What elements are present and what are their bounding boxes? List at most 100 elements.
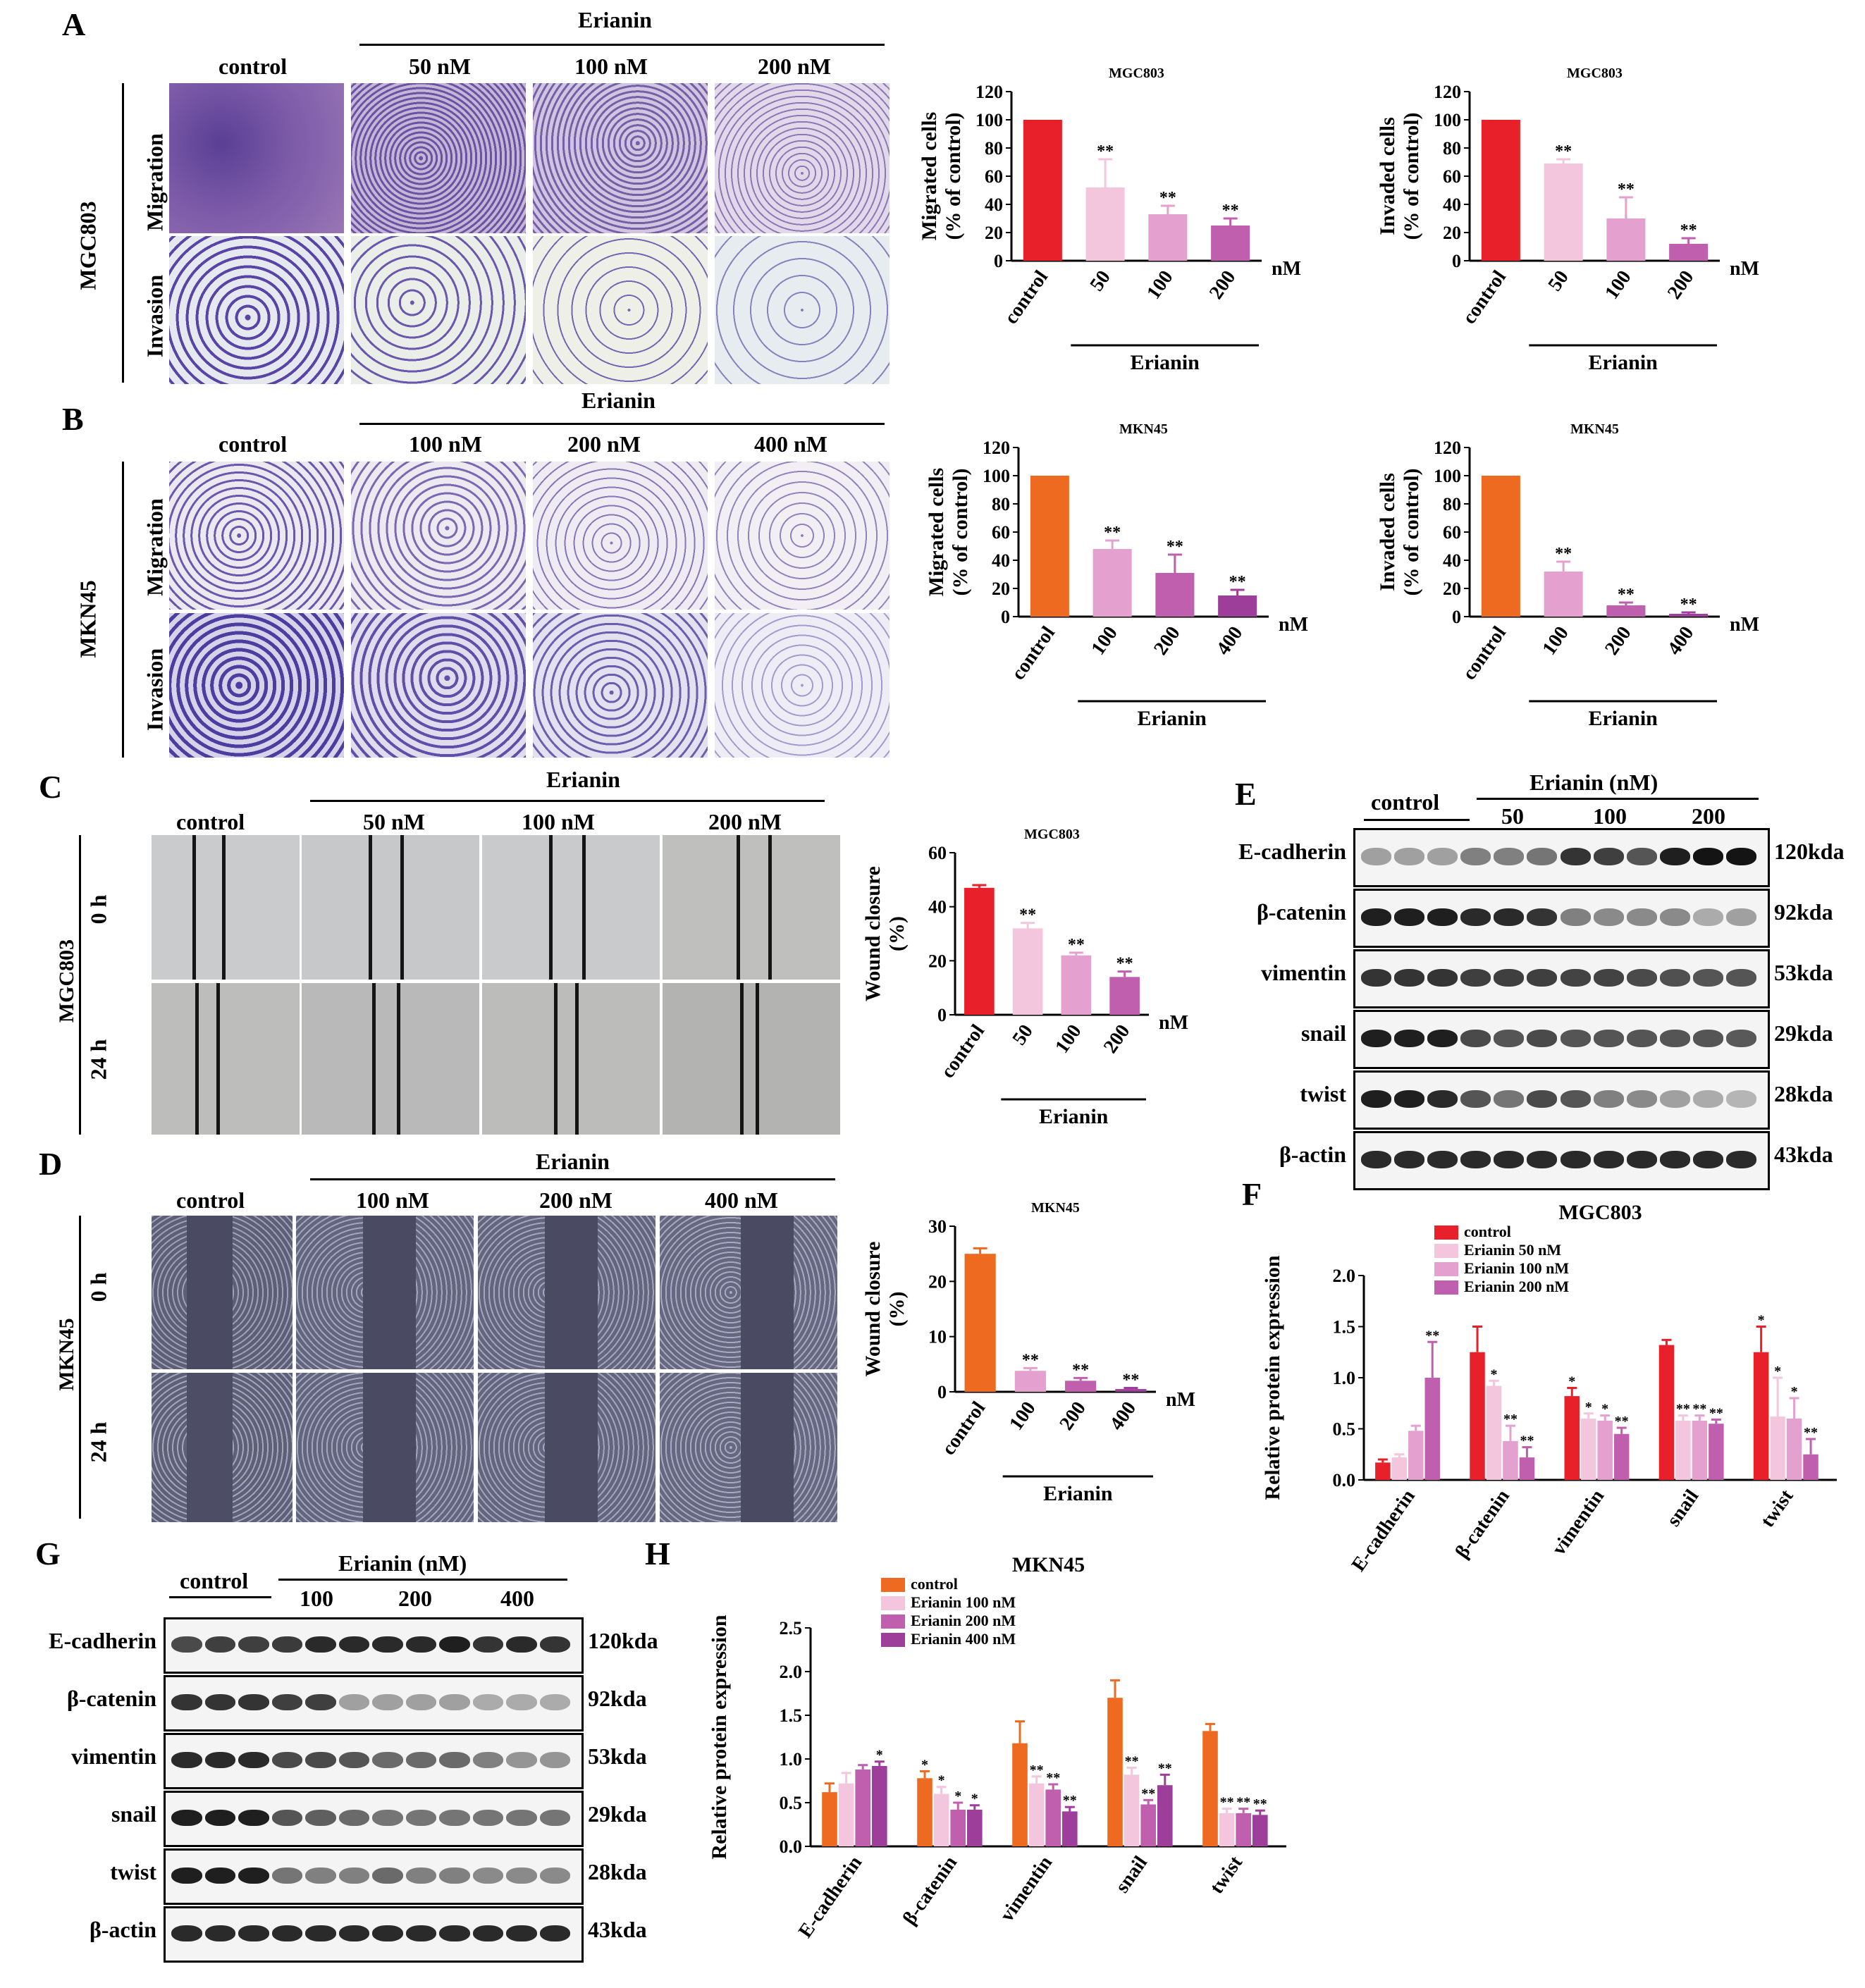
y-tick-label: 0.5 [780, 1793, 803, 1813]
x-tick-label: 200 [1150, 622, 1184, 659]
bar [1786, 1419, 1802, 1480]
blot-band [405, 1751, 436, 1769]
y-tick-label: 120 [975, 82, 1003, 102]
bar [1503, 1440, 1518, 1480]
y-tick-label: 120 [1434, 438, 1461, 458]
bar [1580, 1419, 1596, 1480]
blot-band [1560, 1150, 1591, 1168]
legend-label: Erianin 200 nM [911, 1612, 1016, 1629]
blot-band [1494, 847, 1525, 865]
bar [1061, 955, 1092, 1015]
significance-marker: ** [1618, 586, 1635, 604]
blot-band [1725, 1029, 1756, 1047]
blot-band [1692, 968, 1723, 987]
bar [1519, 1457, 1535, 1480]
legend-label: control [911, 1575, 958, 1593]
x-tick-label: 100 [1087, 622, 1121, 659]
col-dose-B-3: 400 nM [754, 431, 827, 457]
bar [1219, 1813, 1235, 1846]
col-control-C: control [176, 809, 245, 834]
legend-swatch [1434, 1280, 1458, 1295]
blot-band [1427, 847, 1458, 865]
erianin-header-A: Erianin [578, 7, 652, 32]
significance-marker: ** [1063, 1793, 1077, 1808]
x-tick-label: snail [1112, 1852, 1152, 1897]
blot-size-label: 28kda [588, 1858, 647, 1884]
E-control-label: control [1371, 789, 1440, 815]
significance-marker: * [876, 1748, 883, 1763]
col-dose-A-3: 200 nM [758, 54, 831, 79]
blot-band [1560, 1089, 1591, 1108]
significance-marker: ** [1680, 595, 1697, 614]
significance-marker: ** [1253, 1796, 1267, 1812]
blot-band [1494, 1150, 1525, 1168]
blot-strip [164, 1675, 584, 1731]
bar [1544, 163, 1583, 261]
blot-size-label: 29kda [588, 1801, 647, 1827]
bar [1391, 1457, 1408, 1480]
blot-band [1626, 968, 1657, 987]
micrograph-A-inv-50 [351, 236, 526, 384]
blot-band [1659, 847, 1690, 865]
wound-C-0h-50 [302, 835, 479, 980]
significance-marker: ** [1520, 1433, 1534, 1449]
G-dose-1: 100 [300, 1586, 333, 1611]
significance-marker: ** [1022, 1351, 1039, 1369]
blot-band [1593, 1029, 1624, 1047]
blot-band [204, 1636, 235, 1653]
E-dose-1: 50 [1501, 803, 1524, 829]
chart-title: MKN45 [1119, 421, 1168, 437]
micrograph-A-mig-200 [715, 83, 890, 233]
blot-band [1460, 968, 1491, 987]
y-tick-label: 0.5 [1333, 1419, 1356, 1440]
blot-band [238, 1751, 269, 1769]
blot-band [271, 1751, 302, 1769]
x-tick-label: 50 [1544, 266, 1572, 295]
x-tick-label: twist [1756, 1486, 1798, 1531]
blot-band [305, 1636, 336, 1653]
bar [967, 1809, 983, 1846]
E-control-bracket [1364, 819, 1470, 821]
blot-band [1659, 908, 1690, 926]
y-tick-label: 10 [928, 1327, 947, 1347]
significance-marker: * [1568, 1374, 1575, 1390]
y-tick-label: 2.5 [780, 1618, 803, 1638]
G-erianin-bracket [278, 1579, 567, 1581]
unit-label: nM [1730, 258, 1759, 280]
significance-marker: ** [1503, 1412, 1518, 1427]
group-label: Erianin [1039, 1105, 1109, 1128]
significance-marker: ** [1692, 1402, 1706, 1417]
col-dose-A-2: 100 nM [574, 54, 648, 79]
y-tick-label: 100 [975, 110, 1003, 130]
blot-size-label: 43kda [588, 1916, 647, 1942]
blot-size-label: 29kda [1774, 1020, 1833, 1047]
legend-swatch [1434, 1244, 1458, 1258]
blot-band [1725, 847, 1756, 865]
micrograph-B-inv-400 [715, 613, 890, 758]
significance-marker: * [938, 1773, 945, 1789]
blot-band [1626, 1029, 1657, 1047]
significance-marker: ** [1425, 1328, 1439, 1343]
blot-band [1494, 968, 1525, 987]
blot-band [1626, 908, 1657, 926]
x-tick-label: E-cadherin [794, 1852, 866, 1942]
bar [1030, 476, 1069, 617]
blot-band [372, 1867, 403, 1884]
blot-protein-label: β-catenin [66, 1685, 156, 1711]
significance-marker: * [1758, 1313, 1765, 1328]
blot-band [405, 1809, 436, 1827]
blot-band [1427, 968, 1458, 987]
bar [1157, 1785, 1173, 1846]
blot-protein-label: E-cadherin [1238, 839, 1346, 865]
bar [1012, 928, 1043, 1015]
chart-A-invasion: MGC803 0 20 40 60 80 100 120 Invaded cells(% of … [1376, 66, 1759, 374]
blot-band [305, 1867, 336, 1884]
panel-label-C: C [39, 769, 63, 805]
x-tick-label: 400 [1106, 1397, 1140, 1434]
bar [1155, 573, 1195, 617]
x-tick-label: 200 [1055, 1397, 1090, 1434]
blot-band [439, 1867, 470, 1884]
blot-band [472, 1751, 503, 1769]
legend-swatch [881, 1596, 905, 1610]
bar [872, 1765, 887, 1846]
